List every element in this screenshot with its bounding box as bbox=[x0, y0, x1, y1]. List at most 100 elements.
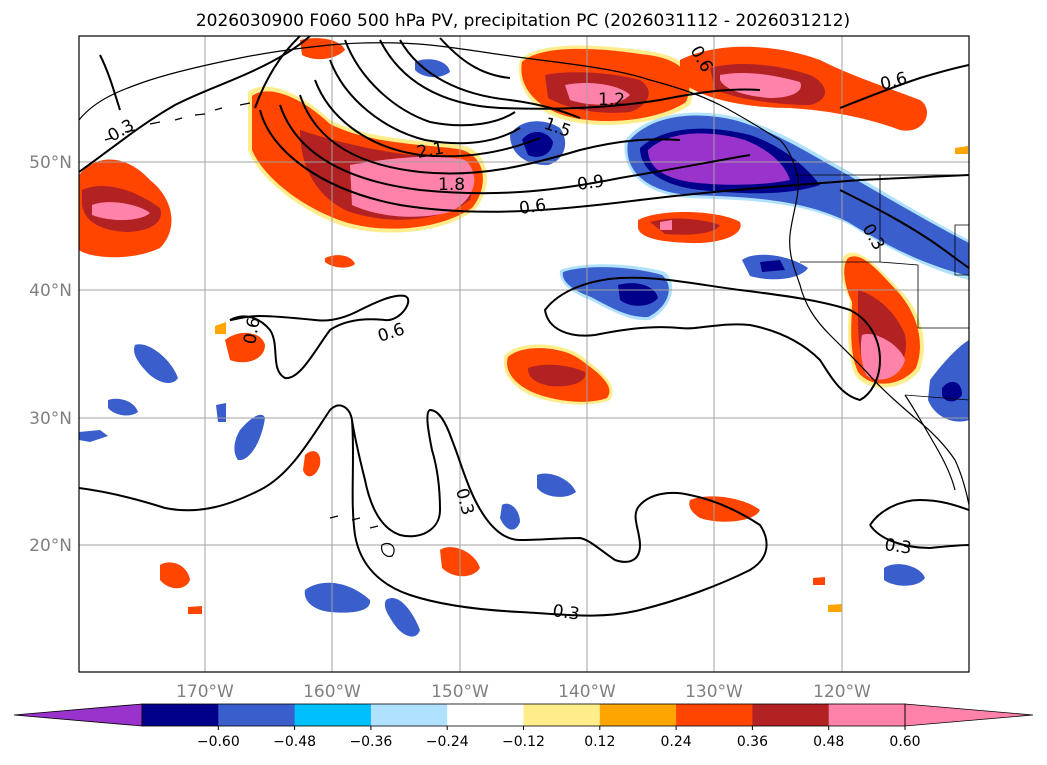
colorbar-segment bbox=[752, 704, 830, 726]
colorbar-tick-label: −0.12 bbox=[502, 734, 545, 750]
colorbar-segment bbox=[447, 704, 524, 726]
lon-tick-label: 170°W bbox=[176, 682, 234, 702]
colorbar-segment bbox=[523, 704, 601, 726]
colorbar-tick-label: −0.60 bbox=[197, 734, 240, 750]
lat-tick-labels: 50°N 40°N 30°N 20°N bbox=[29, 153, 72, 556]
lat-tick-label: 50°N bbox=[29, 153, 72, 173]
precip-neg-small-2 bbox=[108, 398, 138, 416]
pv-contour-jet-4 bbox=[314, 79, 541, 158]
precip-blob-panhandle bbox=[680, 46, 928, 131]
pv-contour-0-6-loop bbox=[543, 276, 882, 402]
pv-contour-1-8-upper bbox=[439, 37, 511, 79]
precip-blob-mid-pacific bbox=[638, 211, 741, 244]
contour-label-0-9: 0.9 bbox=[576, 171, 606, 195]
lon-tick-label: 140°W bbox=[558, 682, 616, 702]
colorbar-extension-low bbox=[13, 703, 143, 727]
precip-blob-subtropic bbox=[503, 344, 613, 405]
precip-neg-small-8 bbox=[304, 582, 371, 613]
precip-neg-small-11 bbox=[415, 59, 450, 78]
colorbar-tick-label: 0.60 bbox=[889, 734, 920, 750]
coastlines bbox=[79, 42, 969, 557]
colorbar-segment bbox=[599, 704, 677, 726]
contour-label-1-8: 1.8 bbox=[438, 175, 465, 195]
map-panel: 1.2 1.5 2.1 1.8 0.9 0.6 0.6 0.6 0.6 0.6 … bbox=[78, 35, 970, 673]
precip-neg-small-5 bbox=[216, 403, 226, 422]
precip-blob-small-5 bbox=[160, 562, 190, 589]
lat-tick-label: 40°N bbox=[29, 281, 72, 301]
colorbar-tick-label: 0.24 bbox=[661, 734, 692, 750]
precip-blob-small-9 bbox=[828, 604, 842, 612]
pv-contour-0-6-north bbox=[254, 36, 301, 109]
pv-contour-0-3-se-2 bbox=[869, 524, 969, 550]
precip-blob-small-10 bbox=[813, 577, 825, 585]
precip-blob-west bbox=[79, 159, 172, 258]
precip-neg-small-7 bbox=[500, 503, 520, 530]
colorbar-segment bbox=[218, 704, 296, 726]
precip-blob-small-8 bbox=[215, 322, 226, 334]
precip-blob-small-7 bbox=[188, 606, 202, 614]
colorbar: −0.60 −0.48 −0.36 −0.24 −0.12 0.12 0.24 0.36 0.4… bbox=[13, 703, 1034, 750]
contour-label-2-1: 2.1 bbox=[415, 139, 445, 163]
pv-contour-0-3-east bbox=[839, 189, 969, 269]
lat-tick-label: 20°N bbox=[29, 536, 72, 556]
pv-contour-1-2 bbox=[379, 39, 761, 110]
colorbar-labels: −0.60 −0.48 −0.36 −0.24 −0.12 0.12 0.24 0.36 0.4… bbox=[197, 726, 921, 750]
colorbar-extension-high bbox=[904, 703, 1034, 727]
colorbar-tick-label: −0.24 bbox=[426, 734, 469, 750]
precip-neg-small-10 bbox=[884, 564, 925, 586]
precip-neg-small-4 bbox=[234, 414, 265, 461]
pv-contour-jet-1 bbox=[259, 109, 969, 213]
precip-blob-small-12 bbox=[955, 146, 968, 154]
pv-contour-jet-5 bbox=[329, 59, 521, 145]
contour-label-0-3-d: 0.3 bbox=[883, 535, 913, 559]
colorbar-tick-label: −0.36 bbox=[349, 734, 392, 750]
colorbar-tick-label: 0.48 bbox=[813, 734, 844, 750]
borders bbox=[795, 174, 969, 401]
lon-tick-label: 160°W bbox=[303, 682, 361, 702]
contour-label-1-2: 1.2 bbox=[598, 90, 625, 110]
precip-neg-small-9 bbox=[384, 598, 420, 637]
precip-neg-small-1 bbox=[134, 344, 178, 384]
contour-label-0-6-c: 0.6 bbox=[240, 316, 264, 346]
precip-blob-socal bbox=[840, 252, 924, 388]
pv-contour-0-3-south bbox=[79, 404, 768, 617]
precip-blob-small-1 bbox=[225, 332, 265, 363]
map-frame bbox=[78, 35, 970, 673]
contour-label-0-6-a: 0.6 bbox=[518, 195, 548, 219]
precip-blob-small-11 bbox=[300, 38, 345, 60]
colorbar-segment bbox=[142, 704, 219, 726]
pv-contour-0-3-north bbox=[79, 36, 311, 173]
precip-blob-bc-coast bbox=[519, 45, 694, 125]
lon-tick-label: 150°W bbox=[431, 682, 489, 702]
precip-neg-124w bbox=[742, 254, 808, 280]
pv-contour-0-6-ne bbox=[839, 64, 969, 109]
colorbar-tick-label: 0.36 bbox=[737, 734, 768, 750]
pv-contour-1-5 bbox=[399, 39, 581, 119]
map-title: 2026030900 F060 500 hPa PV, precipitatio… bbox=[196, 11, 850, 31]
pv-contour-jet-3 bbox=[299, 94, 681, 175]
colorbar-segment bbox=[676, 704, 753, 726]
colorbar-segment bbox=[370, 704, 448, 726]
colorbar-segments bbox=[13, 703, 1034, 727]
pv-contour-0-3-se bbox=[869, 498, 969, 526]
precip-neg-small-3 bbox=[79, 430, 108, 442]
gridlines bbox=[79, 36, 969, 672]
colorbar-tick-label: 0.12 bbox=[584, 734, 615, 750]
pv-contour-0-6-west bbox=[229, 294, 410, 380]
pv-contour-jet-2 bbox=[279, 104, 751, 195]
precip-blob-small-6 bbox=[303, 451, 321, 477]
precip-neg-144w bbox=[510, 121, 566, 166]
lon-tick-label: 120°W bbox=[813, 682, 871, 702]
pv-contour-west-ridge bbox=[99, 54, 121, 111]
precip-neg-mexico bbox=[928, 340, 969, 422]
colorbar-segment bbox=[294, 704, 372, 726]
contour-label-0-3-c: 0.3 bbox=[551, 601, 581, 625]
pv-contour-jet-6 bbox=[344, 39, 516, 127]
lon-tick-labels: 170°W 160°W 150°W 140°W 130°W 120°W bbox=[176, 682, 871, 702]
pv-contours bbox=[79, 36, 969, 617]
lon-tick-label: 130°W bbox=[685, 682, 743, 702]
lat-tick-label: 30°N bbox=[29, 409, 72, 429]
colorbar-segment bbox=[828, 704, 906, 726]
colorbar-tick-label: −0.48 bbox=[273, 734, 316, 750]
